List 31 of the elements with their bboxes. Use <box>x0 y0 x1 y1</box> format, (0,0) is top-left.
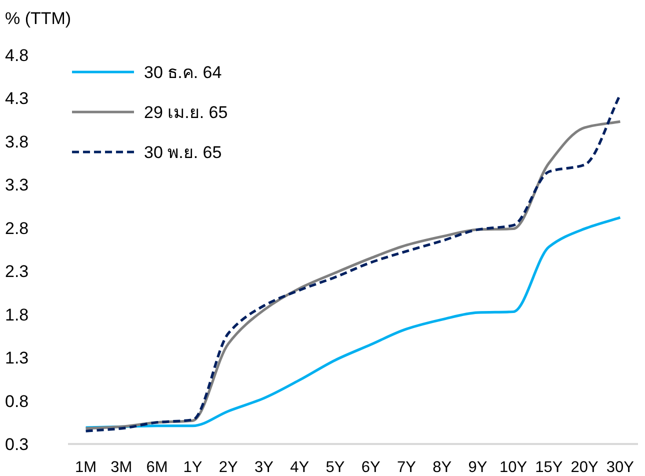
y-tick-label: 2.8 <box>5 218 29 238</box>
x-tick-label: 3Y <box>254 459 274 476</box>
x-tick-label: 6Y <box>361 459 380 476</box>
x-tick-label: 6M <box>146 459 168 476</box>
y-tick-label: 2.3 <box>5 262 29 282</box>
x-tick-label: 7Y <box>396 459 416 476</box>
x-tick-label: 9Y <box>468 459 488 476</box>
y-tick-label: 3.3 <box>5 176 29 195</box>
y-tick-label: 3.8 <box>5 132 29 152</box>
y-tick-label: 0.8 <box>5 392 29 411</box>
x-tick-label: 10Y <box>500 459 528 476</box>
x-tick-label: 2Y <box>218 459 238 476</box>
line-series <box>84 216 622 429</box>
x-tick-label: 4Y <box>290 459 310 476</box>
x-tick-label: 20Y <box>570 459 598 476</box>
legend-label: 29 เม.ย. 65 <box>144 103 228 122</box>
y-tick-label: 1.3 <box>5 348 29 368</box>
legend-label: 30 ธ.ค. 64 <box>144 63 222 82</box>
y-tick-label: 4.8 <box>5 46 29 65</box>
legend-label: 30 พ.ย. 65 <box>144 143 222 162</box>
y-tick-label: 0.3 <box>5 435 29 454</box>
y-axis-title: % (TTM) <box>5 9 72 28</box>
x-tick-label: 15Y <box>535 459 563 476</box>
y-tick-label: 4.3 <box>5 89 29 108</box>
x-tick-label: 1Y <box>183 459 202 476</box>
x-tick-label: 5Y <box>326 459 345 476</box>
x-tick-label: 3M <box>110 459 132 476</box>
x-tick-label: 30Y <box>606 459 634 476</box>
x-tick-label: 8Y <box>432 459 452 476</box>
x-tick-label: 1M <box>75 459 97 476</box>
y-tick-label: 1.8 <box>5 305 29 324</box>
